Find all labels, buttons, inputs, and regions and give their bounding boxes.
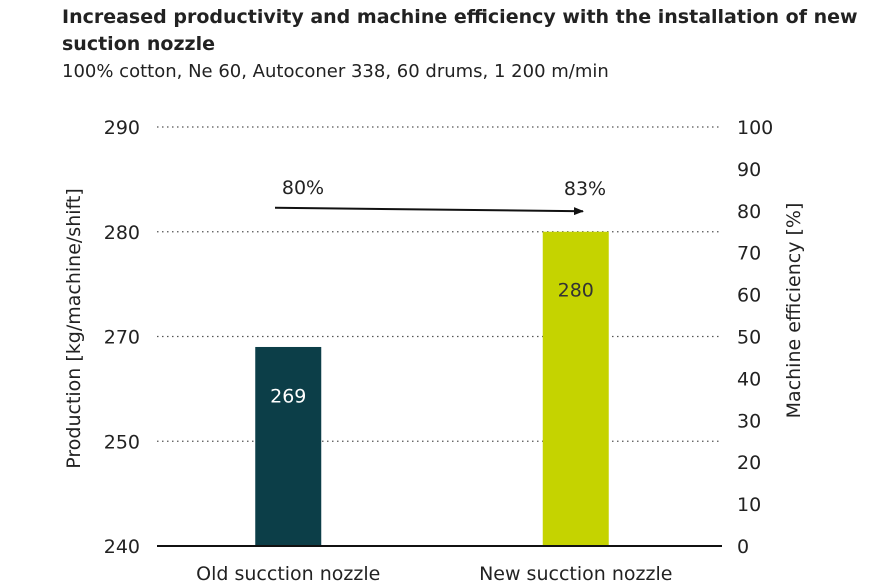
y2-tick-label: 20 bbox=[737, 452, 761, 474]
bar-value-label: 269 bbox=[270, 386, 306, 408]
x-tick-label: Old sucction nozzle bbox=[196, 563, 380, 585]
y2-tick-label: 100 bbox=[737, 117, 773, 139]
bar bbox=[542, 231, 609, 546]
chart-subtitle: 100% cotton, Ne 60, Autoconer 338, 60 dr… bbox=[62, 61, 609, 82]
y-tick-label: 290 bbox=[104, 117, 140, 139]
y2-tick-label: 90 bbox=[737, 159, 761, 181]
y-tick-label: 270 bbox=[104, 327, 140, 349]
efficiency-arrow bbox=[274, 206, 584, 216]
y2-tick-label: 10 bbox=[737, 494, 761, 516]
efficiency-annotation: 80% 83% bbox=[274, 177, 606, 216]
bars: 269 Old sucction nozzle 280 New sucction no… bbox=[196, 231, 672, 585]
efficiency-label: 80% bbox=[282, 177, 324, 199]
chart-title: Increased productivity and machine effic… bbox=[62, 6, 858, 55]
grid-lines bbox=[157, 126, 722, 442]
y2-tick-label: 50 bbox=[737, 327, 761, 349]
y2-tick-label: 30 bbox=[737, 410, 761, 432]
y-tick-label: 280 bbox=[104, 222, 140, 244]
y2-tick-label: 40 bbox=[737, 368, 761, 390]
y2-tick-label: 60 bbox=[737, 285, 761, 307]
y2-tick-label: 70 bbox=[737, 243, 761, 265]
efficiency-label: 83% bbox=[564, 178, 606, 200]
y2-tick-label: 0 bbox=[737, 536, 749, 558]
bar-value-label: 280 bbox=[558, 279, 594, 301]
x-tick-label: New sucction nozzle bbox=[479, 563, 672, 585]
y-tick-label: 250 bbox=[104, 431, 140, 453]
y2-axis-label: Machine efficiency [%] bbox=[783, 203, 805, 419]
axis-ticks: 290 280 270 250 240 0 10 20 30 40 50 60 70 80 90 100 bbox=[104, 117, 774, 558]
y-tick-label: 240 bbox=[104, 536, 140, 558]
y2-tick-label: 80 bbox=[737, 201, 761, 223]
bar bbox=[255, 346, 322, 546]
y-axis-label: Production [kg/machine/shift] bbox=[63, 188, 85, 469]
